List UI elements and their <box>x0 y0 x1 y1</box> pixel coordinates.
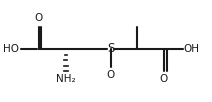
Text: O: O <box>107 70 115 80</box>
Text: S: S <box>107 42 114 55</box>
Text: HO: HO <box>3 44 20 54</box>
Text: OH: OH <box>184 44 200 54</box>
Text: NH₂: NH₂ <box>56 74 76 84</box>
Text: O: O <box>35 13 43 23</box>
Text: O: O <box>160 74 168 84</box>
